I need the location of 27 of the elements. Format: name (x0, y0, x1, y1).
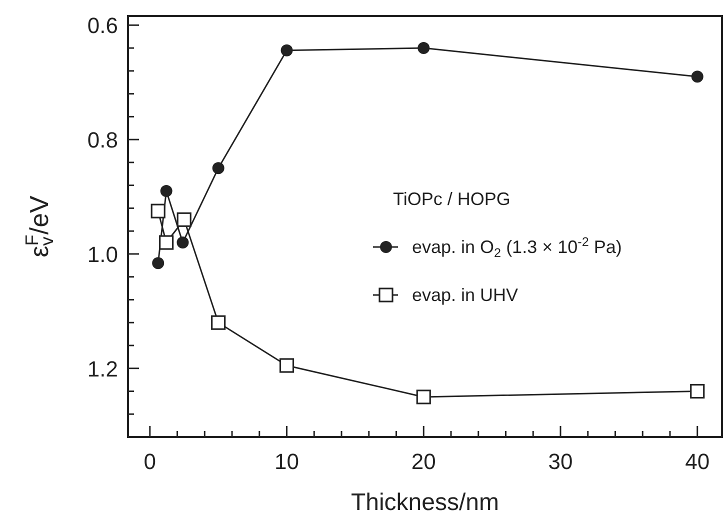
x-tick-label: 30 (548, 449, 573, 474)
legend-title: TiOPc / HOPG (393, 189, 510, 209)
x-tick-label: 0 (144, 449, 156, 474)
point (691, 70, 704, 83)
legend-label: evap. in UHV (412, 285, 518, 305)
point (690, 384, 705, 399)
point (280, 44, 293, 56)
point (211, 315, 226, 330)
point (160, 185, 172, 198)
point (279, 358, 294, 373)
point (418, 42, 430, 54)
point (416, 390, 431, 404)
x-tick-label: 10 (274, 449, 300, 474)
x-tick-label: 40 (685, 449, 710, 474)
y-tick-label: 0.6 (87, 13, 118, 38)
point (150, 204, 166, 218)
y-tick-label: 0.8 (87, 128, 118, 153)
point (159, 235, 174, 250)
legend-label: evap. in O$_{2}$ (1.3 × 10$^{-2}$ Pa) (412, 235, 622, 260)
point (176, 212, 192, 227)
x-tick-label: 20 (411, 449, 436, 474)
point (176, 236, 189, 249)
y-tick-label: 1.2 (87, 356, 118, 382)
y-tick-label: 1.0 (87, 242, 118, 267)
point (212, 162, 224, 174)
point (152, 257, 164, 270)
x-axis-title: Thickness/nm (350, 489, 500, 515)
